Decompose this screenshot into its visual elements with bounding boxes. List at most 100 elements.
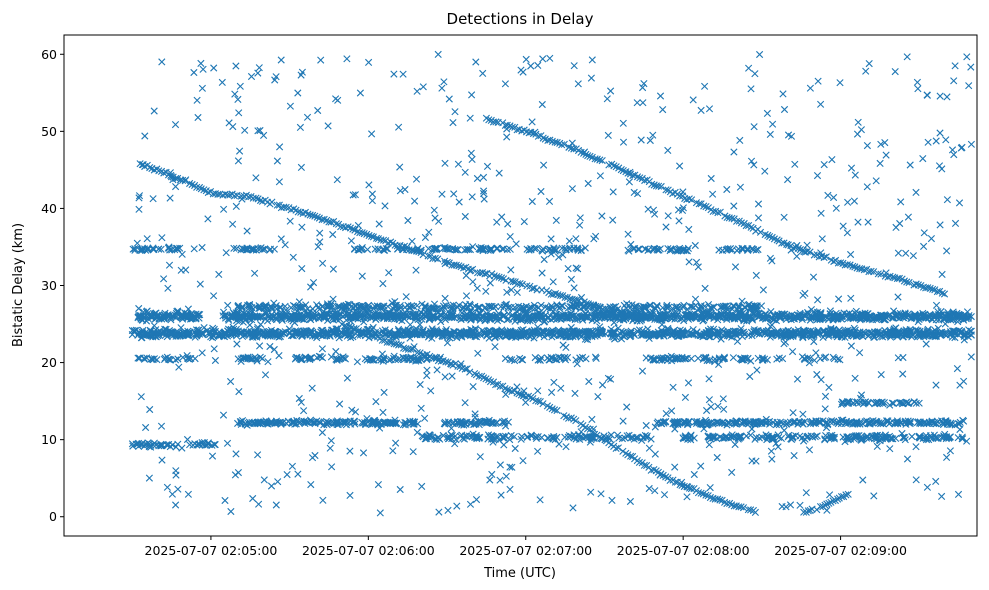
data-point-noise <box>522 398 530 406</box>
data-point-noise <box>183 435 192 444</box>
data-point-band-34.7 <box>641 245 649 253</box>
data-point-band-10.5 <box>572 435 580 443</box>
data-point-band-12.2 <box>243 421 251 429</box>
data-point-band-12.2 <box>702 416 710 424</box>
data-point-noise <box>421 233 429 242</box>
data-point-band-26 <box>476 316 484 324</box>
data-point-band-24 <box>371 328 379 336</box>
data-point-band-26 <box>668 311 676 319</box>
data-point-band-26 <box>695 312 703 320</box>
data-point-band-26 <box>793 313 801 322</box>
data-point-band-27 <box>429 305 437 313</box>
data-point-track-falling-to-zero <box>662 473 670 481</box>
data-point-band-10.5 <box>736 434 744 442</box>
data-point-noise <box>598 381 607 389</box>
data-point-band-26 <box>277 312 285 320</box>
data-point-band-24 <box>932 331 940 339</box>
data-point-track-falling-upper-right <box>766 233 774 241</box>
data-point-noise <box>254 127 262 135</box>
data-point-band-12.2 <box>796 418 804 427</box>
data-point-band-26 <box>136 311 144 320</box>
data-point-band-14.8 <box>895 399 903 407</box>
data-point-band-20.5 <box>295 354 303 362</box>
data-point-noise <box>608 496 616 504</box>
data-point-band-26 <box>738 313 746 321</box>
data-point-band-34.7 <box>440 244 448 252</box>
data-point-noise <box>660 491 669 499</box>
data-point-band-26 <box>683 311 691 319</box>
data-point-band-12.2 <box>681 418 689 426</box>
data-point-track-falling-upper-right <box>709 207 717 215</box>
data-point-band-27 <box>261 302 270 311</box>
data-point-band-26 <box>272 314 280 322</box>
data-point-band-34.7 <box>165 244 173 252</box>
data-point-band-12.2 <box>815 417 823 425</box>
data-point-band-34.7 <box>570 245 578 253</box>
data-point-band-10.5 <box>621 434 629 442</box>
data-point-band-34.7 <box>357 245 365 253</box>
data-point-band-12.2 <box>272 417 281 425</box>
data-point-track-falling-high <box>497 274 506 282</box>
data-point-band-24 <box>450 329 458 337</box>
data-point-noise <box>172 183 180 191</box>
data-point-band-27 <box>544 304 552 312</box>
data-point-band-26 <box>926 310 934 318</box>
data-point-band-20.5 <box>293 354 301 362</box>
data-point-band-27 <box>663 301 671 309</box>
data-point-band-24 <box>412 325 420 333</box>
data-point-noise <box>571 389 579 397</box>
data-point-band-12.2 <box>488 419 496 427</box>
data-point-band-26 <box>372 312 380 320</box>
data-point-track-falling-upper-right <box>610 162 618 170</box>
data-point-band-20.5 <box>729 354 737 362</box>
data-point-track-falling-upper-right <box>912 280 920 288</box>
data-point-band-14.8 <box>902 399 910 407</box>
data-point-track-falling-upper-right <box>900 277 908 285</box>
data-point-band-26 <box>954 318 962 326</box>
data-point-band-10.5 <box>916 434 924 442</box>
data-point-band-12.2 <box>731 420 739 428</box>
data-point-band-24 <box>386 330 394 338</box>
data-point-band-20.5 <box>836 356 844 364</box>
data-point-track-falling-upper-right <box>877 270 885 278</box>
data-point-track-falling-to-zero <box>640 461 648 469</box>
data-point-band-34.7 <box>525 246 533 254</box>
data-point-band-34.7 <box>398 245 406 253</box>
data-point-noise <box>144 330 152 338</box>
data-point-band-10.5 <box>643 432 651 440</box>
data-point-band-10.5 <box>634 434 642 442</box>
data-point-band-24 <box>302 329 310 337</box>
data-point-band-26 <box>563 313 571 321</box>
data-point-band-26 <box>417 309 425 317</box>
data-point-noise <box>506 485 514 493</box>
data-point-band-20.5 <box>335 355 343 363</box>
data-point-band-10.5 <box>427 433 435 441</box>
data-point-track-falling-upper-right <box>662 186 670 194</box>
data-point-band-10.5 <box>789 434 797 442</box>
data-point-band-24 <box>436 329 444 337</box>
data-point-track-falling-high <box>481 270 489 278</box>
data-point-band-24 <box>247 328 255 336</box>
data-point-band-24 <box>728 328 736 336</box>
data-point-noise <box>441 294 449 302</box>
data-point-band-24 <box>230 329 238 337</box>
data-point-band-26 <box>228 311 236 319</box>
data-point-track-falling-high <box>245 193 253 201</box>
data-point-noise <box>684 379 693 387</box>
data-point-noise <box>817 100 825 108</box>
data-point-band-27 <box>507 303 515 311</box>
data-point-band-26 <box>135 312 143 320</box>
data-point-band-10.5 <box>763 433 771 441</box>
data-point-band-27 <box>485 302 493 310</box>
data-point-band-24 <box>491 328 499 336</box>
data-point-noise <box>423 366 431 374</box>
data-point-band-26 <box>297 313 306 321</box>
data-point-band-24 <box>185 329 193 337</box>
data-point-band-34.7 <box>144 246 152 254</box>
data-point-noise <box>572 235 580 243</box>
data-point-band-24 <box>865 331 873 339</box>
data-point-track-falling-upper-right <box>849 262 857 270</box>
data-point-track-falling-to-zero <box>716 496 724 504</box>
data-point-noise <box>237 357 245 365</box>
data-point-track-falling-high <box>509 278 517 286</box>
